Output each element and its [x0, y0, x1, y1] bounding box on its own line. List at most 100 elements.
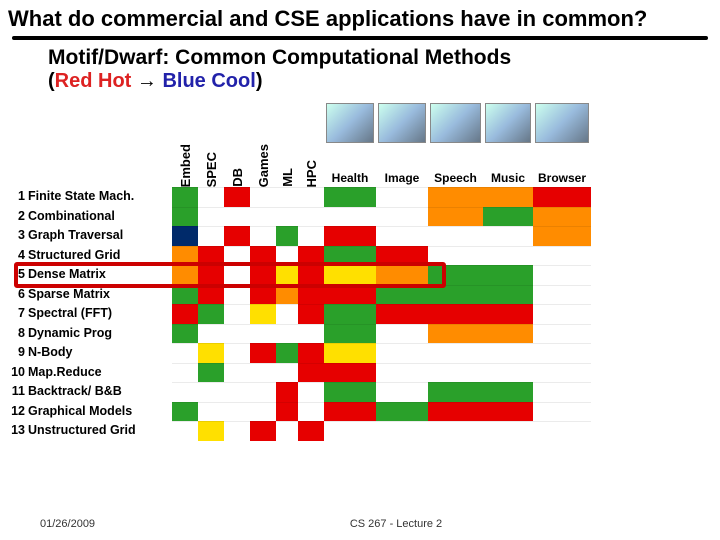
heatmap-cell [172, 246, 198, 266]
heatmap-cell [172, 187, 198, 207]
heatmap-cell [276, 207, 298, 227]
heatmap-cell [533, 363, 591, 383]
column-label: Games [256, 140, 271, 187]
row-number: 4 [8, 246, 28, 266]
heatmap-cell [198, 363, 224, 383]
heatmap-cell [198, 187, 224, 207]
heatmap-cell [250, 363, 276, 383]
table-row: 5Dense Matrix [8, 265, 720, 285]
row-name: Combinational [28, 207, 172, 227]
heatmap-cell [276, 187, 298, 207]
heatmap-cell [324, 187, 376, 207]
heatmap-cell [224, 363, 250, 383]
column-header-spec: SPEC [198, 103, 224, 187]
row-number: 9 [8, 343, 28, 363]
heatmap-cell [483, 304, 533, 324]
heatmap-cell [276, 421, 298, 441]
column-label: Speech [434, 171, 477, 187]
heatmap-cell [224, 382, 250, 402]
heatmap-cell [428, 382, 483, 402]
heatmap-cell [376, 382, 428, 402]
heatmap-cell [172, 382, 198, 402]
column-header-ml: ML [276, 103, 298, 187]
heatmap-cell [376, 324, 428, 344]
heatmap-cell [483, 421, 533, 441]
row-number: 11 [8, 382, 28, 402]
heatmap-cell [172, 304, 198, 324]
heatmap-cell [276, 265, 298, 285]
heatmap-cell [428, 285, 483, 305]
row-number: 13 [8, 421, 28, 441]
heatmap-cell [376, 207, 428, 227]
table-row: 7Spectral (FFT) [8, 304, 720, 324]
heatmap-cell [224, 246, 250, 266]
heatmap-cell [224, 226, 250, 246]
row-name: Graphical Models [28, 402, 172, 422]
heatmap-cell [324, 246, 376, 266]
heatmap-cell [324, 226, 376, 246]
heatmap-cell [533, 285, 591, 305]
heatmap-cell [198, 265, 224, 285]
heatmap-cell [533, 207, 591, 227]
heatmap-cell [250, 226, 276, 246]
heatmap-cell [376, 343, 428, 363]
heatmap-cell [224, 304, 250, 324]
heatmap-cell [172, 402, 198, 422]
heatmap-cell [298, 382, 324, 402]
footer: 01/26/2009 CS 267 - Lecture 2 [0, 518, 720, 530]
heatmap-cell [533, 421, 591, 441]
heatmap-cell [298, 285, 324, 305]
heatmap-cell [376, 265, 428, 285]
thumbnail-icon [378, 103, 426, 143]
heatmap-cell [250, 324, 276, 344]
table-row: 2Combinational [8, 207, 720, 227]
heatmap-cell [172, 285, 198, 305]
heatmap-cell [298, 226, 324, 246]
heatmap-cell [276, 324, 298, 344]
heatmap-cell [298, 304, 324, 324]
thumbnail-icon [485, 103, 531, 143]
heatmap-cell [298, 363, 324, 383]
legend-open: ( [48, 70, 55, 92]
heatmap-cell [376, 363, 428, 383]
column-label: ML [280, 164, 295, 187]
table-row: 11Backtrack/ B&B [8, 382, 720, 402]
legend-close: ) [256, 70, 263, 92]
row-name: Backtrack/ B&B [28, 382, 172, 402]
heatmap-cell [376, 402, 428, 422]
heatmap-cell [428, 363, 483, 383]
heatmap-cell [198, 324, 224, 344]
heatmap-cell [483, 324, 533, 344]
heatmap-cell [250, 246, 276, 266]
heatmap-cell [324, 265, 376, 285]
heatmap-cell [483, 285, 533, 305]
heatmap-cell [483, 363, 533, 383]
column-header-hpc: HPC [298, 103, 324, 187]
heatmap-cell [483, 207, 533, 227]
heatmap-cell [198, 226, 224, 246]
row-number: 12 [8, 402, 28, 422]
heatmap-cell [428, 265, 483, 285]
table-row: 12Graphical Models [8, 402, 720, 422]
column-header-embed: Embed [172, 103, 198, 187]
heatmap-cell [250, 187, 276, 207]
heatmap-cell [533, 265, 591, 285]
heatmap-cell [198, 382, 224, 402]
heatmap-cell [428, 226, 483, 246]
row-number: 2 [8, 207, 28, 227]
heatmap-cell [324, 285, 376, 305]
table-row: 4Structured Grid [8, 246, 720, 266]
column-label: Browser [538, 171, 586, 187]
header-spacer [8, 103, 172, 187]
heatmap-cell [276, 402, 298, 422]
heatmap-cell [533, 402, 591, 422]
legend: (Red Hot → Blue Cool) [0, 70, 720, 99]
row-number: 10 [8, 363, 28, 383]
heatmap-cell [276, 382, 298, 402]
heatmap-cell [483, 343, 533, 363]
heatmap-cell [298, 421, 324, 441]
heatmap-cell [324, 382, 376, 402]
heatmap-cell [324, 343, 376, 363]
heatmap-cell [376, 226, 428, 246]
row-number: 8 [8, 324, 28, 344]
